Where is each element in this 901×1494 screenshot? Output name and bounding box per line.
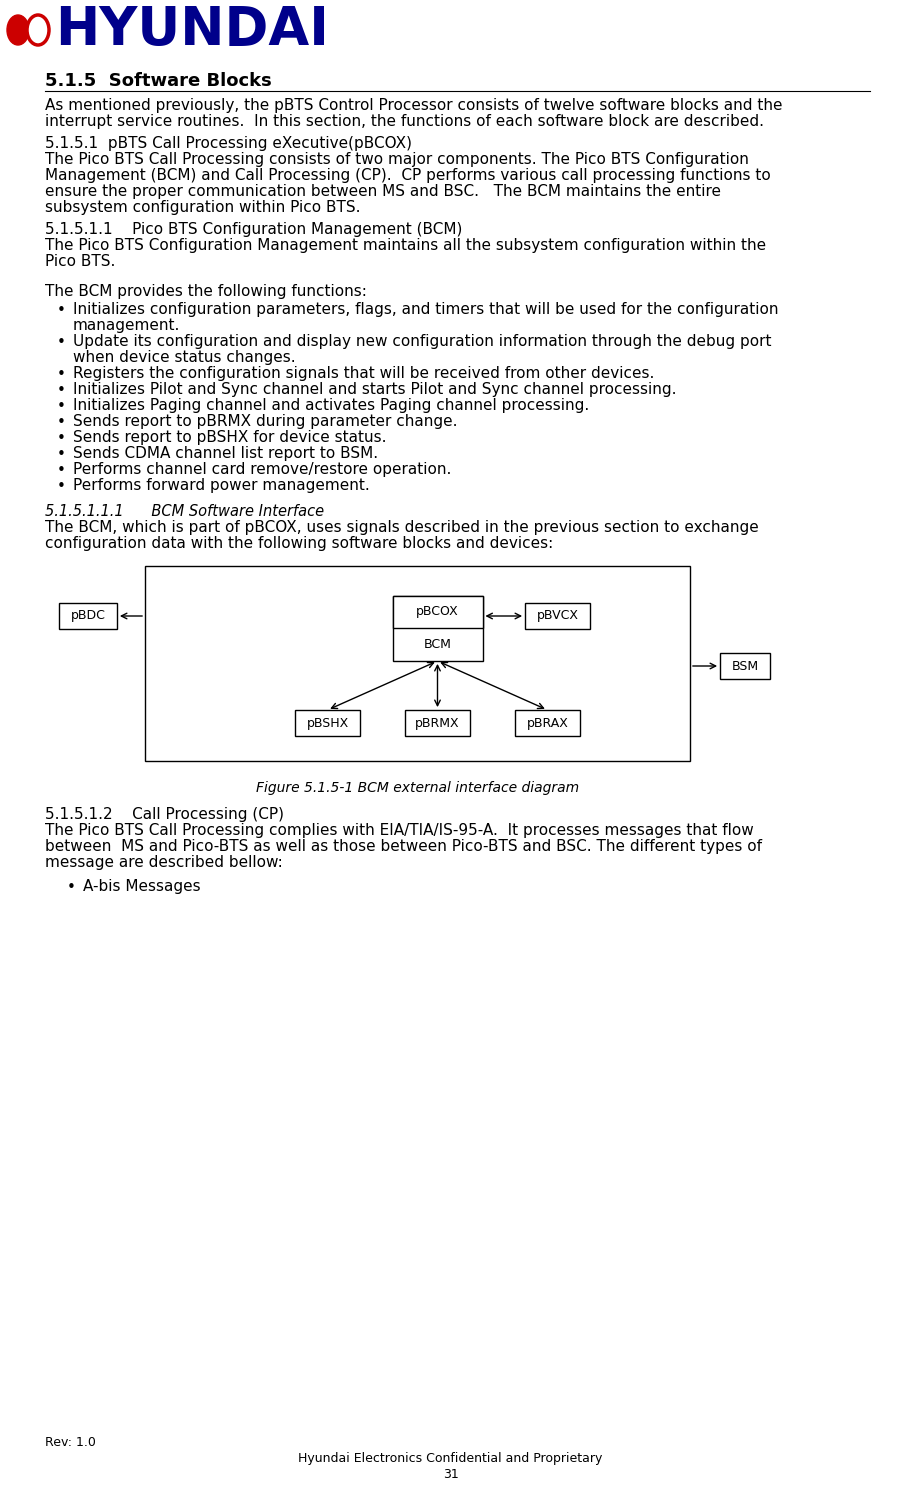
Text: Performs forward power management.: Performs forward power management. <box>73 478 369 493</box>
Text: 31: 31 <box>442 1469 459 1481</box>
Bar <box>515 710 580 737</box>
Text: As mentioned previously, the pBTS Control Processor consists of twelve software : As mentioned previously, the pBTS Contro… <box>45 99 782 114</box>
Text: •: • <box>57 382 66 397</box>
Text: pBDC: pBDC <box>70 610 105 623</box>
Text: BSM: BSM <box>732 659 759 672</box>
Text: Pico BTS.: Pico BTS. <box>45 254 115 269</box>
Text: •: • <box>57 303 66 318</box>
Text: Sends report to pBSHX for device status.: Sends report to pBSHX for device status. <box>73 430 387 445</box>
Bar <box>720 653 770 678</box>
Text: Initializes Pilot and Sync channel and starts Pilot and Sync channel processing.: Initializes Pilot and Sync channel and s… <box>73 382 677 397</box>
Text: •: • <box>57 399 66 414</box>
Text: A-bis Messages: A-bis Messages <box>83 878 201 893</box>
Text: pBVCX: pBVCX <box>536 610 578 623</box>
Text: •: • <box>57 430 66 447</box>
Text: Update its configuration and display new configuration information through the d: Update its configuration and display new… <box>73 335 771 350</box>
Text: Initializes configuration parameters, flags, and timers that will be used for th: Initializes configuration parameters, fl… <box>73 302 778 317</box>
Ellipse shape <box>7 15 29 45</box>
Text: •: • <box>57 335 66 350</box>
Text: ensure the proper communication between MS and BSC.   The BCM maintains the enti: ensure the proper communication between … <box>45 184 721 199</box>
Bar <box>525 604 590 629</box>
Text: 5.1.5.1  pBTS Call Processing eXecutive(pBCOX): 5.1.5.1 pBTS Call Processing eXecutive(p… <box>45 136 412 151</box>
Text: Initializes Paging channel and activates Paging channel processing.: Initializes Paging channel and activates… <box>73 397 589 412</box>
Bar <box>393 596 483 660</box>
Text: Hyundai Electronics Confidential and Proprietary: Hyundai Electronics Confidential and Pro… <box>298 1452 603 1466</box>
Text: •: • <box>57 415 66 430</box>
Text: between  MS and Pico-BTS as well as those between Pico-BTS and BSC. The differen: between MS and Pico-BTS as well as those… <box>45 840 762 855</box>
Text: •: • <box>57 480 66 495</box>
Text: Sends CDMA channel list report to BSM.: Sends CDMA channel list report to BSM. <box>73 447 378 462</box>
Text: when device status changes.: when device status changes. <box>73 350 296 365</box>
Text: pBRMX: pBRMX <box>415 717 460 729</box>
Text: •: • <box>67 880 76 895</box>
Text: 5.1.5  Software Blocks: 5.1.5 Software Blocks <box>45 72 272 90</box>
Text: pBRAX: pBRAX <box>526 717 569 729</box>
Text: management.: management. <box>73 318 180 333</box>
Text: •: • <box>57 368 66 382</box>
Text: •: • <box>57 463 66 478</box>
Text: The Pico BTS Call Processing complies with EIA/TIA/IS-95-A.  It processes messag: The Pico BTS Call Processing complies wi… <box>45 823 754 838</box>
Text: 5.1.5.1.1    Pico BTS Configuration Management (BCM): 5.1.5.1.1 Pico BTS Configuration Managem… <box>45 223 462 238</box>
Text: The BCM provides the following functions:: The BCM provides the following functions… <box>45 284 367 299</box>
Text: Sends report to pBRMX during parameter change.: Sends report to pBRMX during parameter c… <box>73 414 458 429</box>
Bar <box>393 596 483 627</box>
Text: 5.1.5.1.1.1      BCM Software Interface: 5.1.5.1.1.1 BCM Software Interface <box>45 503 324 518</box>
Text: 5.1.5.1.2    Call Processing (CP): 5.1.5.1.2 Call Processing (CP) <box>45 807 284 822</box>
Text: BCM: BCM <box>423 638 451 651</box>
Text: interrupt service routines.  In this section, the functions of each software blo: interrupt service routines. In this sect… <box>45 114 764 128</box>
Text: configuration data with the following software blocks and devices:: configuration data with the following so… <box>45 536 553 551</box>
Bar <box>405 710 470 737</box>
Bar <box>295 710 360 737</box>
Text: Figure 5.1.5-1 BCM external interface diagram: Figure 5.1.5-1 BCM external interface di… <box>256 781 579 795</box>
Ellipse shape <box>27 15 49 45</box>
Text: The BCM, which is part of pBCOX, uses signals described in the previous section : The BCM, which is part of pBCOX, uses si… <box>45 520 759 535</box>
Text: Management (BCM) and Call Processing (CP).  CP performs various call processing : Management (BCM) and Call Processing (CP… <box>45 167 770 182</box>
Text: The Pico BTS Call Processing consists of two major components. The Pico BTS Conf: The Pico BTS Call Processing consists of… <box>45 152 749 167</box>
Text: pBSHX: pBSHX <box>306 717 349 729</box>
Text: The Pico BTS Configuration Management maintains all the subsystem configuration : The Pico BTS Configuration Management ma… <box>45 238 766 252</box>
Text: message are described bellow:: message are described bellow: <box>45 855 283 870</box>
Bar <box>59 604 117 629</box>
Text: Registers the configuration signals that will be received from other devices.: Registers the configuration signals that… <box>73 366 654 381</box>
Text: Rev: 1.0: Rev: 1.0 <box>45 1436 96 1449</box>
Text: •: • <box>57 447 66 462</box>
Text: subsystem configuration within Pico BTS.: subsystem configuration within Pico BTS. <box>45 200 360 215</box>
Text: Performs channel card remove/restore operation.: Performs channel card remove/restore ope… <box>73 462 451 477</box>
Text: pBCOX: pBCOX <box>416 605 459 617</box>
Text: HYUNDAI: HYUNDAI <box>55 4 329 55</box>
Bar <box>145 566 690 760</box>
